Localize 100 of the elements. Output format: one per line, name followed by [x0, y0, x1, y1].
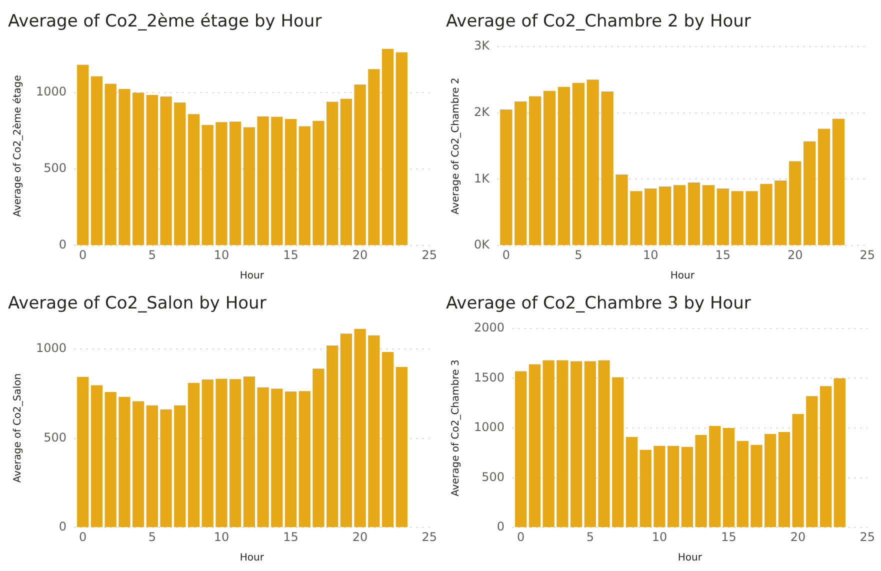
x-tick-label: 10	[643, 248, 658, 262]
bar	[354, 84, 366, 246]
bar	[616, 174, 628, 246]
bar	[736, 440, 748, 528]
bar	[396, 366, 408, 528]
x-tick-label: 25	[422, 530, 438, 544]
bar	[774, 180, 787, 246]
bar	[326, 102, 338, 246]
bar	[160, 96, 172, 246]
bar	[702, 185, 715, 246]
x-tick-label: 5	[148, 530, 156, 544]
chart-title: Average of Co2_Chambre 3 by Hour	[446, 294, 751, 314]
bar	[731, 191, 744, 246]
bar	[572, 82, 584, 246]
y-axis-title: Average of Co2_Salon	[12, 373, 24, 483]
bar	[326, 346, 338, 528]
bar	[284, 119, 297, 246]
x-tick-label: 15	[283, 248, 298, 262]
chart-title: Average of Co2_Chambre 2 by Hour	[446, 12, 751, 32]
y-tick-label: 1000	[474, 420, 505, 434]
bar	[257, 116, 269, 246]
bar	[104, 84, 116, 246]
y-tick-label: 3K	[474, 38, 491, 53]
bar	[104, 392, 116, 528]
bar	[630, 191, 642, 246]
y-tick-label: 1000	[36, 341, 67, 356]
chart-title: Average of Co2_Salon by Hour	[8, 294, 266, 314]
x-tick-label: 0	[79, 530, 87, 544]
bar	[174, 405, 186, 528]
bar	[804, 141, 816, 246]
chart-title: Average of Co2_2ème étage by Hour	[8, 12, 322, 32]
y-axis-title: Average of Co2_2ème étage	[12, 75, 24, 217]
bar	[542, 360, 554, 528]
bar	[354, 328, 366, 528]
bar	[644, 188, 657, 246]
bar	[514, 102, 527, 246]
bar	[90, 76, 103, 246]
bar	[118, 396, 130, 528]
bar	[529, 96, 542, 246]
y-tick-label: 0K	[474, 238, 491, 252]
y-tick-label: 1K	[474, 171, 491, 186]
bar	[188, 382, 200, 528]
y-tick-label: 2000	[474, 320, 505, 335]
bar	[654, 446, 666, 528]
x-tick-label: 15	[283, 530, 298, 544]
bar	[382, 352, 394, 528]
bar	[626, 436, 638, 528]
bar	[789, 161, 802, 246]
x-tick-label: 20	[790, 530, 806, 544]
bar	[118, 89, 130, 246]
y-tick-label: 0	[58, 520, 67, 534]
bar	[160, 409, 172, 528]
bar	[570, 361, 582, 528]
bar	[298, 126, 310, 246]
y-tick-label: 500	[482, 470, 505, 484]
bar	[688, 182, 700, 246]
y-tick-label: 2K	[474, 104, 491, 119]
x-axis-title: Hour	[678, 552, 703, 564]
y-tick-label: 0	[58, 238, 67, 252]
bar	[695, 434, 707, 528]
bar	[820, 386, 832, 528]
bar	[146, 405, 158, 528]
bar	[312, 120, 324, 246]
bar	[202, 125, 214, 246]
x-tick-label: 25	[860, 248, 876, 262]
bar	[681, 446, 693, 528]
bar	[818, 128, 830, 246]
bar	[202, 379, 214, 528]
bar	[132, 401, 144, 528]
x-tick-label: 25	[860, 530, 876, 544]
bar	[243, 376, 255, 528]
bar	[598, 360, 610, 528]
bar	[77, 64, 89, 246]
x-tick-label: 20	[787, 248, 803, 262]
bar	[271, 116, 283, 246]
bar	[834, 378, 846, 528]
bar	[90, 385, 103, 528]
bar	[584, 361, 596, 528]
y-tick-label: 0	[496, 520, 505, 534]
bar	[716, 188, 729, 246]
bar	[760, 184, 772, 246]
bar	[230, 379, 242, 528]
x-axis-title: Hour	[240, 552, 265, 564]
x-tick-label: 25	[422, 248, 438, 262]
bar	[340, 334, 352, 528]
bar	[216, 122, 228, 246]
x-axis-title: Hour	[240, 270, 265, 282]
bar	[750, 444, 762, 528]
x-tick-label: 5	[148, 248, 156, 262]
bar	[271, 388, 283, 528]
bar	[832, 118, 845, 246]
bar	[806, 396, 818, 528]
bar	[709, 426, 721, 528]
bar	[368, 335, 380, 528]
x-tick-label: 10	[214, 530, 230, 544]
y-tick-label: 1000	[36, 84, 67, 98]
bar	[558, 86, 570, 246]
bar	[673, 185, 686, 246]
x-tick-label: 10	[652, 530, 668, 544]
bar	[668, 446, 680, 528]
